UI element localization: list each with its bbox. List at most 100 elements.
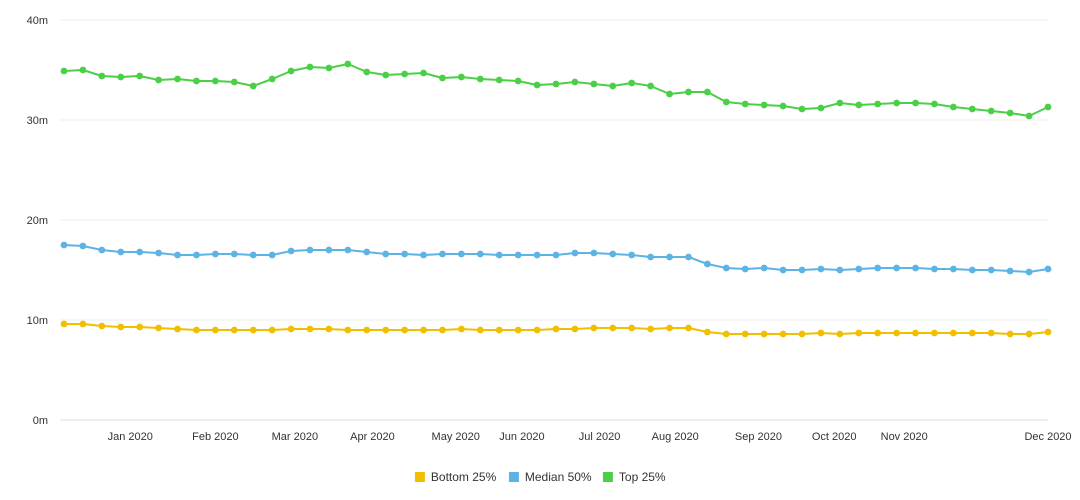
data-point-top-25[interactable]: [420, 69, 427, 77]
data-point-bottom-25[interactable]: [117, 323, 125, 331]
data-point-median-50[interactable]: [495, 251, 503, 259]
data-point-median-50[interactable]: [552, 251, 560, 259]
data-point-top-25[interactable]: [268, 75, 276, 83]
data-point-top-25[interactable]: [836, 99, 844, 107]
data-point-median-50[interactable]: [703, 260, 711, 268]
data-point-top-25[interactable]: [363, 68, 371, 76]
data-point-median-50[interactable]: [968, 266, 976, 274]
data-point-top-25[interactable]: [287, 67, 295, 75]
data-point-bottom-25[interactable]: [893, 329, 901, 337]
data-point-top-25[interactable]: [1025, 112, 1033, 120]
data-point-top-25[interactable]: [912, 99, 919, 107]
data-point-top-25[interactable]: [136, 72, 144, 80]
data-point-bottom-25[interactable]: [855, 329, 863, 337]
data-point-bottom-25[interactable]: [136, 323, 144, 331]
data-point-median-50[interactable]: [590, 249, 598, 257]
data-point-median-50[interactable]: [401, 250, 409, 258]
data-point-bottom-25[interactable]: [230, 326, 238, 334]
data-point-median-50[interactable]: [1025, 268, 1033, 276]
data-point-bottom-25[interactable]: [590, 324, 598, 332]
data-point-bottom-25[interactable]: [817, 329, 825, 337]
data-point-bottom-25[interactable]: [666, 324, 673, 332]
data-point-bottom-25[interactable]: [476, 326, 484, 334]
data-point-top-25[interactable]: [817, 104, 825, 112]
data-point-top-25[interactable]: [249, 82, 257, 90]
data-point-top-25[interactable]: [722, 98, 730, 106]
data-point-bottom-25[interactable]: [609, 324, 617, 332]
legend-item-median-50[interactable]: Median 50%: [508, 470, 592, 484]
data-point-top-25[interactable]: [647, 82, 655, 90]
data-point-top-25[interactable]: [325, 64, 333, 72]
data-point-top-25[interactable]: [457, 73, 465, 81]
data-point-median-50[interactable]: [249, 251, 257, 259]
data-point-median-50[interactable]: [987, 266, 995, 274]
data-point-bottom-25[interactable]: [703, 328, 711, 336]
data-point-top-25[interactable]: [155, 76, 163, 84]
data-point-bottom-25[interactable]: [439, 326, 446, 334]
data-point-top-25[interactable]: [628, 79, 636, 87]
data-point-bottom-25[interactable]: [306, 325, 314, 333]
data-point-bottom-25[interactable]: [722, 330, 730, 338]
data-point-median-50[interactable]: [1044, 265, 1052, 273]
data-point-median-50[interactable]: [609, 250, 617, 258]
data-point-top-25[interactable]: [779, 102, 787, 110]
data-point-median-50[interactable]: [60, 241, 68, 249]
data-point-top-25[interactable]: [306, 63, 314, 71]
data-point-top-25[interactable]: [666, 90, 673, 98]
data-point-bottom-25[interactable]: [325, 325, 333, 333]
data-point-top-25[interactable]: [949, 103, 957, 111]
data-point-top-25[interactable]: [117, 73, 125, 81]
data-point-bottom-25[interactable]: [401, 326, 409, 334]
data-point-median-50[interactable]: [98, 246, 106, 254]
data-point-bottom-25[interactable]: [268, 326, 276, 334]
data-point-top-25[interactable]: [401, 70, 409, 78]
data-point-top-25[interactable]: [211, 77, 219, 85]
data-point-top-25[interactable]: [798, 105, 806, 113]
data-point-top-25[interactable]: [571, 78, 579, 86]
data-point-bottom-25[interactable]: [836, 330, 844, 338]
data-point-bottom-25[interactable]: [647, 325, 655, 333]
data-point-bottom-25[interactable]: [287, 325, 295, 333]
data-point-median-50[interactable]: [325, 246, 333, 254]
data-point-bottom-25[interactable]: [987, 329, 995, 337]
data-point-median-50[interactable]: [779, 266, 787, 274]
data-point-bottom-25[interactable]: [1044, 328, 1052, 336]
data-point-median-50[interactable]: [533, 251, 541, 259]
data-point-top-25[interactable]: [533, 81, 541, 89]
data-point-median-50[interactable]: [760, 264, 768, 272]
data-point-median-50[interactable]: [211, 250, 219, 258]
data-point-top-25[interactable]: [439, 74, 446, 82]
data-point-median-50[interactable]: [382, 250, 390, 258]
data-point-top-25[interactable]: [344, 60, 352, 68]
data-point-median-50[interactable]: [457, 250, 465, 258]
data-point-median-50[interactable]: [912, 264, 919, 272]
data-point-top-25[interactable]: [685, 88, 692, 96]
data-point-bottom-25[interactable]: [344, 326, 352, 334]
data-point-bottom-25[interactable]: [552, 325, 560, 333]
data-point-top-25[interactable]: [931, 100, 938, 108]
data-point-median-50[interactable]: [268, 251, 276, 259]
data-point-median-50[interactable]: [855, 265, 863, 273]
data-point-top-25[interactable]: [79, 66, 87, 74]
data-point-median-50[interactable]: [666, 253, 673, 261]
data-point-top-25[interactable]: [874, 100, 882, 108]
data-point-bottom-25[interactable]: [363, 326, 371, 334]
data-point-top-25[interactable]: [230, 78, 238, 86]
data-point-top-25[interactable]: [552, 80, 560, 88]
data-point-median-50[interactable]: [306, 246, 314, 254]
data-point-median-50[interactable]: [439, 250, 446, 258]
data-point-bottom-25[interactable]: [798, 330, 806, 338]
data-point-top-25[interactable]: [1044, 103, 1052, 111]
data-point-bottom-25[interactable]: [98, 322, 106, 330]
data-point-top-25[interactable]: [609, 82, 617, 90]
data-point-top-25[interactable]: [193, 77, 200, 85]
data-point-median-50[interactable]: [174, 251, 181, 259]
data-point-bottom-25[interactable]: [79, 320, 87, 328]
data-point-median-50[interactable]: [893, 264, 901, 272]
data-point-median-50[interactable]: [628, 251, 636, 259]
data-point-bottom-25[interactable]: [779, 330, 787, 338]
data-point-median-50[interactable]: [117, 248, 125, 256]
data-point-top-25[interactable]: [1006, 109, 1014, 117]
data-point-bottom-25[interactable]: [533, 326, 541, 334]
data-point-median-50[interactable]: [836, 266, 844, 274]
